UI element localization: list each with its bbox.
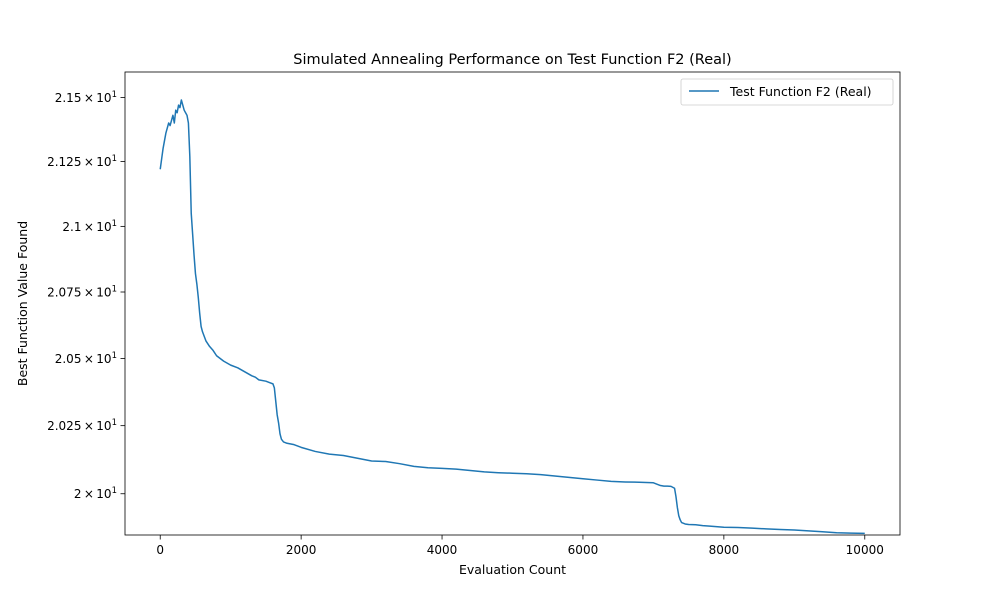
y-tick-label: 2.1 × 101 (62, 219, 117, 234)
x-axis-label: Evaluation Count (459, 562, 566, 577)
x-tick-label: 4000 (427, 543, 458, 557)
x-tick-label: 10000 (846, 543, 884, 557)
y-axis-ticks: 2.15 × 101 2.125 × 101 2.1 × 101 2.075 × 10… (47, 90, 125, 501)
legend-text: Test Function F2 (Real) (729, 84, 872, 99)
y-tick-label: 2.075 × 101 (47, 285, 117, 300)
y-tick-label: 2.025 × 101 (47, 418, 117, 433)
chart-title: Simulated Annealing Performance on Test … (293, 52, 731, 68)
y-tick-label: 2.125 × 101 (47, 154, 117, 169)
y-tick-label: 2.05 × 101 (55, 351, 117, 366)
x-tick-label: 0 (156, 543, 164, 557)
series-line (159, 99, 865, 535)
x-tick-label: 2000 (286, 543, 317, 557)
x-axis-ticks: 0 2000 4000 6000 8000 10000 (156, 535, 884, 557)
y-tick-label: 2.15 × 101 (55, 90, 117, 105)
plot-area (124, 71, 901, 536)
x-tick-label: 8000 (709, 543, 740, 557)
y-axis-label: Best Function Value Found (15, 221, 30, 386)
x-tick-label: 6000 (568, 543, 599, 557)
y-tick-label: 2 × 101 (74, 486, 117, 501)
legend-box (680, 78, 894, 106)
axes-frame (124, 71, 901, 536)
legend: Test Function F2 (Real) (680, 78, 894, 106)
